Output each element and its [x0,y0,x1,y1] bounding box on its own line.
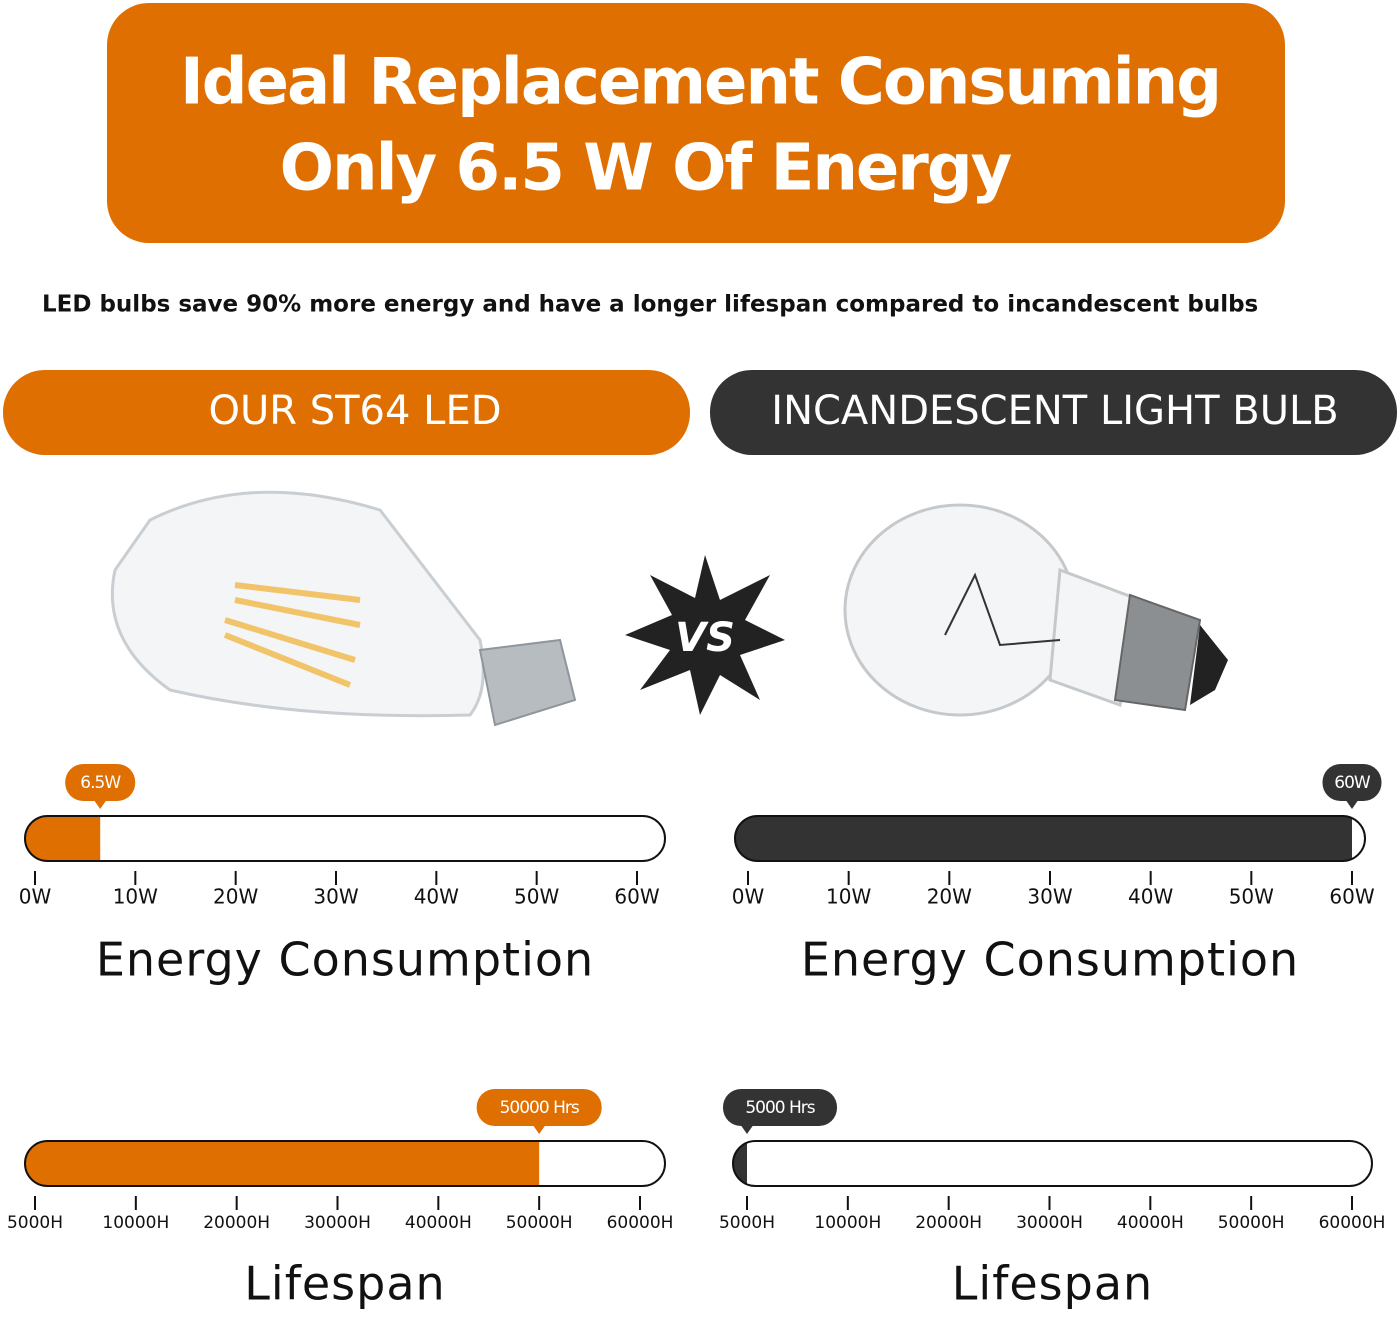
tick-label: 60W [614,885,659,909]
gauge-track [732,1140,1373,1187]
value-label: 50000 Hrs [500,1098,580,1118]
tick-label: 60W [1329,885,1374,909]
tick-label: 60000H [607,1213,674,1233]
tick-label: 0W [19,885,52,909]
gauge-fill [25,816,101,861]
value-callout [723,1089,837,1126]
tick-label: 5000H [719,1213,775,1233]
tick-label: 10000H [814,1213,881,1233]
title-line: Ideal Replacement Consuming [180,46,1220,120]
value-callout [1322,764,1382,801]
tick-label: 40000H [405,1213,472,1233]
tick-label: 60000H [1319,1213,1386,1233]
tick-label: 10W [826,885,871,909]
header-banner [107,3,1285,243]
gauge-title: Lifespan [952,1257,1153,1311]
gauge-title: Energy Consumption [96,933,594,987]
gauge-track [734,815,1366,862]
product-name: OUR ST64 LED [208,388,501,434]
tick-label: 20W [213,885,258,909]
gauge-title: Energy Consumption [801,933,1299,987]
tick-label: 20000H [203,1213,270,1233]
tick-label: 10000H [102,1213,169,1233]
gauge-track [24,1140,666,1187]
subtitle: LED bulbs save 90% more energy and have … [42,292,1258,318]
tick-label: 10W [113,885,158,909]
tick-label: 50000H [506,1213,573,1233]
product-pill [710,370,1397,455]
tick-label: 50000H [1218,1213,1285,1233]
value-callout [476,1089,602,1126]
tick-label: 30W [313,885,358,909]
tick-label: 40W [1128,885,1173,909]
incandescent-bulb-image [843,503,1228,717]
product-name: INCANDESCENT LIGHT BULB [771,388,1338,434]
title-line: Only 6.5 W Of Energy [280,132,1012,206]
gauge-track [24,815,666,862]
callout-pointer [532,1124,547,1134]
vs-label: VS [675,615,735,661]
tick-label: 40000H [1117,1213,1184,1233]
gauge-fill [25,1141,540,1186]
gauge-title: Lifespan [244,1257,445,1311]
tick-label: 30000H [304,1213,371,1233]
tick-label: 5000H [7,1213,63,1233]
tick-label: 30000H [1016,1213,1083,1233]
tick-label: 20W [927,885,972,909]
led-bulb-image [110,490,577,727]
tick-label: 40W [414,885,459,909]
tick-label: 50W [514,885,559,909]
value-label: 6.5W [80,773,121,793]
tick-label: 30W [1027,885,1072,909]
gauge-fill [735,816,1352,861]
tick-label: 0W [732,885,765,909]
value-callout [65,764,136,801]
callout-pointer [740,1124,754,1134]
tick-label: 50W [1229,885,1274,909]
value-label: 60W [1334,773,1371,793]
value-label: 5000 Hrs [745,1098,815,1118]
callout-pointer [93,799,108,809]
vs-burst [625,555,785,715]
tick-label: 20000H [915,1213,982,1233]
callout-pointer [1345,799,1359,809]
product-pill [3,370,690,455]
